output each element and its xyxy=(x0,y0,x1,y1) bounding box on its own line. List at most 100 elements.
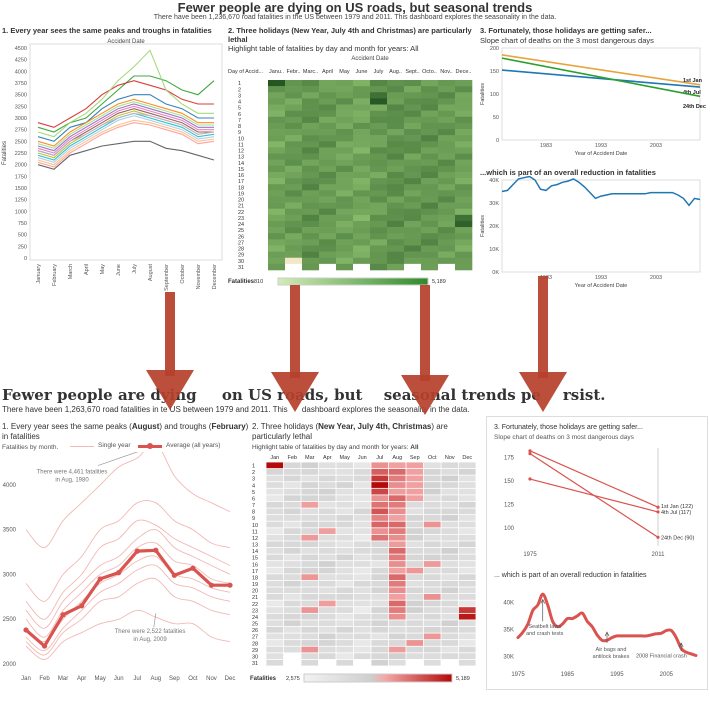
slope-line xyxy=(529,450,659,508)
heat-cell xyxy=(438,86,456,93)
heat-cell xyxy=(301,462,319,469)
heat-cell xyxy=(387,184,405,191)
average-point xyxy=(41,643,48,649)
y-tick-label: 250 xyxy=(18,244,27,250)
heat-cell xyxy=(370,214,388,222)
heat-cell xyxy=(458,547,476,554)
heat-cell xyxy=(336,488,354,495)
row-label: 24 xyxy=(238,222,244,228)
y-tick-label: 3500 xyxy=(15,93,27,99)
x-tick-label: May xyxy=(95,676,106,682)
heat-cell xyxy=(421,178,439,185)
heat-cell xyxy=(423,640,441,646)
y-tick-label: 150 xyxy=(490,69,499,75)
column-header: May xyxy=(339,69,350,75)
heat-cell xyxy=(455,110,473,118)
heat-cell xyxy=(455,92,473,99)
heat-cell xyxy=(371,640,389,646)
average-point xyxy=(79,603,85,609)
heat-cell xyxy=(370,135,388,142)
heat-cell xyxy=(458,613,476,620)
y-tick-label: 4500 xyxy=(15,46,27,52)
annotation-line: There were 2,522 fatalities xyxy=(115,629,186,635)
heat-cell xyxy=(283,534,301,541)
y-tick-label: 4000 xyxy=(15,69,27,75)
heat-cell xyxy=(406,515,424,521)
row-label: 31 xyxy=(238,265,244,271)
heat-cell xyxy=(268,257,286,265)
heat-cell xyxy=(268,153,286,160)
heat-cell xyxy=(438,92,456,99)
average-line xyxy=(24,548,230,648)
heat-cell xyxy=(371,567,389,574)
x-tick-label: February xyxy=(52,264,58,286)
column-header: Febr.. xyxy=(286,69,301,75)
heat-cell xyxy=(336,633,354,640)
heat-cell xyxy=(318,653,336,660)
row-label: 7 xyxy=(238,118,241,124)
row-label: 29 xyxy=(252,648,258,654)
row-label: 26 xyxy=(238,234,244,240)
heat-cell xyxy=(301,534,319,541)
slope-line xyxy=(501,54,701,86)
heat-cell xyxy=(387,190,405,197)
heat-cell xyxy=(266,534,284,541)
heat-cell xyxy=(318,508,336,515)
heat-cell xyxy=(371,646,389,653)
heat-cell xyxy=(319,165,337,173)
heat-cell xyxy=(458,659,476,666)
heat-cell xyxy=(336,135,354,142)
column-header: Feb xyxy=(288,455,297,461)
heat-cell xyxy=(318,521,336,528)
y-tick-label: 1000 xyxy=(15,209,27,215)
heat-cell xyxy=(423,600,441,607)
y-tick-label: 30K xyxy=(503,655,514,661)
heat-cell xyxy=(319,92,337,99)
bottom-title-part-c: seasonal trends pe xyxy=(383,386,541,404)
average-point xyxy=(23,627,29,633)
heat-cell xyxy=(336,561,354,567)
heat-cell xyxy=(285,184,303,191)
heat-cell xyxy=(371,534,389,541)
heat-cell xyxy=(371,659,389,666)
heat-cell xyxy=(438,214,456,222)
heat-cell xyxy=(455,98,473,105)
x-tick-label: 2003 xyxy=(650,275,662,281)
heat-cell xyxy=(353,80,371,87)
heat-cell xyxy=(387,116,405,124)
heat-cell xyxy=(370,171,388,179)
heat-cell xyxy=(406,534,424,541)
heat-cell xyxy=(388,620,406,627)
annotation-line: in Aug, 1980 xyxy=(55,478,89,484)
heat-cell xyxy=(318,594,336,600)
heat-cell xyxy=(388,521,406,528)
heat-cell xyxy=(387,122,405,130)
bottom-sec1-a: 1. Every year sees the same peaks ( xyxy=(2,422,132,431)
heat-cell xyxy=(387,129,405,136)
y-axis-label: Fatalities xyxy=(480,215,486,237)
heat-cell xyxy=(353,257,371,265)
heat-cell xyxy=(266,580,284,587)
bottom-sec3b-title: ... which is part of an overall reductio… xyxy=(494,572,647,579)
heat-cell xyxy=(404,135,422,142)
heat-cell xyxy=(302,171,320,179)
heat-cell xyxy=(370,98,388,105)
heat-cell xyxy=(371,633,389,640)
row-label: 17 xyxy=(252,569,258,575)
series-line xyxy=(37,80,214,128)
bottom-sec2-b: ) are particularly lethal xyxy=(252,422,448,441)
heat-cell xyxy=(353,129,371,136)
heat-cell xyxy=(319,251,337,259)
heat-cell xyxy=(301,640,319,646)
heat-cell xyxy=(268,251,286,259)
heat-cell xyxy=(319,233,337,240)
column-header: Jun xyxy=(358,455,367,461)
row-label: 16 xyxy=(252,562,258,568)
heat-cell xyxy=(336,141,354,148)
heat-cell xyxy=(285,80,303,87)
heat-cell xyxy=(421,147,439,154)
heat-cell xyxy=(441,587,459,594)
x-axis-header: Accident Date xyxy=(107,39,145,45)
y-tick-label: 0 xyxy=(496,138,499,144)
heat-cell xyxy=(266,508,284,515)
